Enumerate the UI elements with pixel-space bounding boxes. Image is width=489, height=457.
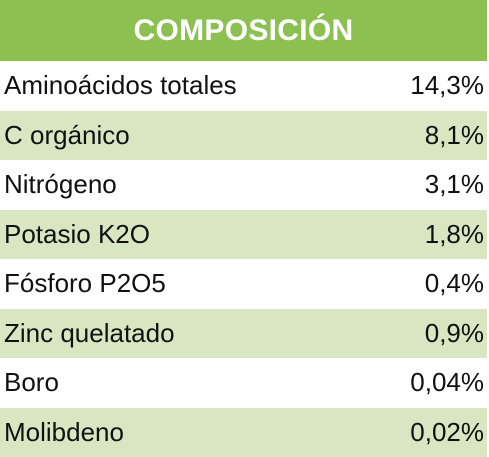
row-label: C orgánico	[4, 119, 130, 150]
table-row: C orgánico 8,1%	[0, 110, 487, 160]
row-label: Potasio K2O	[4, 218, 150, 249]
row-label: Nitrógeno	[4, 169, 117, 200]
table-row: Boro 0,04%	[0, 358, 487, 408]
row-label: Zinc quelatado	[4, 317, 175, 348]
row-label: Boro	[4, 367, 59, 398]
row-value: 0,9%	[424, 317, 484, 348]
table-row: Nitrógeno 3,1%	[0, 160, 487, 210]
table-row: Potasio K2O 1,8%	[0, 209, 487, 259]
table-title: COMPOSICIÓN	[133, 13, 354, 47]
row-value: 14,3%	[410, 70, 484, 101]
row-value: 0,04%	[410, 367, 484, 398]
row-label: Fósforo P2O5	[4, 268, 166, 299]
row-value: 0,02%	[410, 416, 484, 447]
row-label: Molibdeno	[4, 416, 124, 447]
table-row: Zinc quelatado 0,9%	[0, 308, 487, 358]
row-value: 1,8%	[424, 218, 484, 249]
table-row: Molibdeno 0,02%	[0, 407, 487, 457]
row-value: 8,1%	[424, 119, 484, 150]
row-value: 3,1%	[424, 169, 484, 200]
row-label: Aminoácidos totales	[4, 70, 237, 101]
table-header: COMPOSICIÓN	[0, 0, 487, 61]
table-row: Aminoácidos totales 14,3%	[0, 61, 487, 111]
row-value: 0,4%	[424, 268, 484, 299]
table-row: Fósforo P2O5 0,4%	[0, 259, 487, 309]
